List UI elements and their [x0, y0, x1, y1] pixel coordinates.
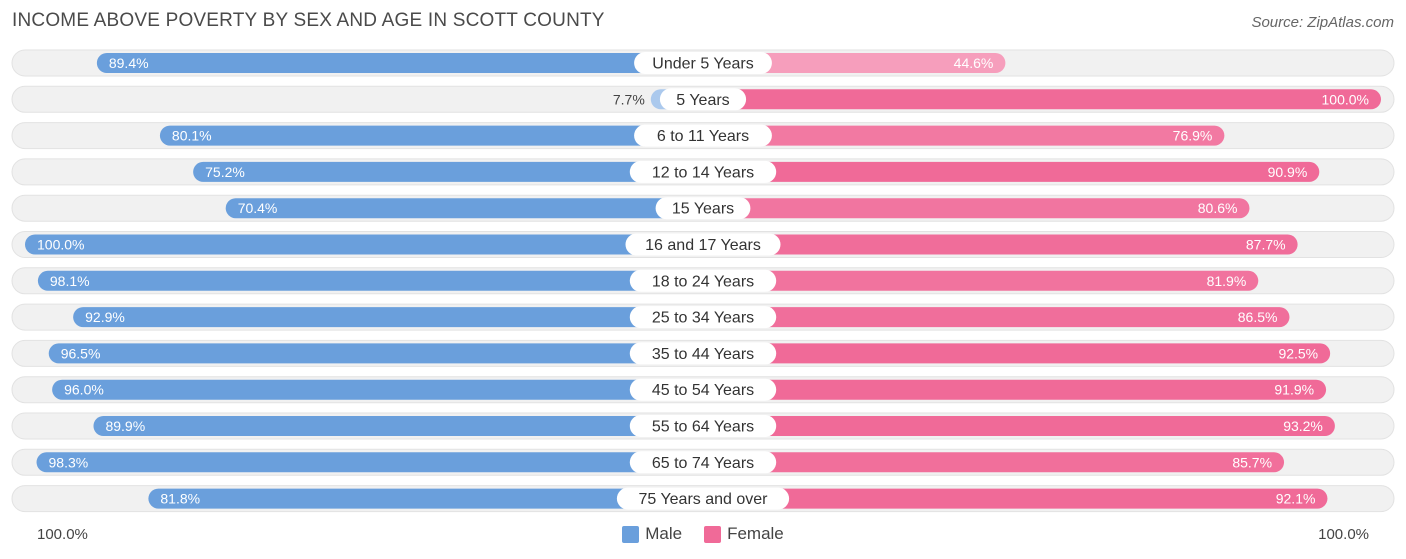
category-label: 12 to 14 Years — [652, 164, 754, 181]
category-label: 45 to 54 Years — [652, 382, 754, 399]
male-bar — [193, 161, 704, 182]
male-bar — [148, 488, 703, 509]
category-pill — [616, 487, 790, 510]
category-label: 18 to 24 Years — [652, 273, 754, 290]
male-bar — [225, 198, 704, 219]
female-bar — [703, 488, 1328, 509]
category-label: 16 and 17 Years — [645, 237, 761, 254]
category-pill — [634, 124, 772, 147]
chart-title: INCOME ABOVE POVERTY BY SEX AND AGE IN S… — [12, 10, 605, 31]
category-pill — [629, 342, 777, 365]
male-value-label: 98.1% — [50, 273, 90, 289]
female-value-label: 80.6% — [1198, 200, 1238, 216]
female-value-label: 76.9% — [1173, 128, 1213, 144]
category-label: 65 to 74 Years — [652, 455, 754, 472]
category-label: 75 Years and over — [639, 491, 769, 508]
female-bar — [703, 416, 1335, 436]
female-bar — [703, 161, 1320, 182]
male-value-label: 89.4% — [109, 55, 149, 71]
legend-swatch-female — [704, 525, 722, 543]
category-pill — [655, 197, 751, 220]
male-value-label: 92.9% — [85, 309, 125, 325]
female-bar — [703, 307, 1290, 328]
male-value-label: 70.4% — [238, 200, 278, 216]
axis-left-label: 100.0% — [37, 526, 88, 543]
female-bar — [703, 379, 1327, 400]
male-bar — [48, 343, 704, 364]
female-value-label: 91.9% — [1274, 382, 1314, 398]
female-value-label: 86.5% — [1238, 309, 1278, 325]
female-bar — [703, 125, 1225, 146]
male-value-label: 96.5% — [61, 345, 101, 361]
category-label: 35 to 44 Years — [652, 346, 754, 363]
female-value-label: 93.2% — [1283, 418, 1323, 434]
male-value-label: 81.8% — [160, 491, 200, 507]
female-bar — [703, 452, 1285, 473]
legend: Male Female — [0, 524, 1406, 544]
male-value-label: 75.2% — [205, 164, 245, 180]
male-bar — [36, 452, 703, 473]
female-value-label: 100.0% — [1322, 91, 1369, 107]
male-bar — [93, 416, 703, 436]
male-bar — [37, 270, 703, 291]
female-bar — [703, 270, 1259, 291]
category-pill — [629, 306, 777, 329]
male-value-label: 80.1% — [172, 128, 212, 144]
axis-right-label: 100.0% — [1318, 526, 1369, 543]
bar-chart: 89.4% 44.6% Under 5 Years 7.7% 100.0% 5 Years… — [11, 49, 1395, 513]
category-pill — [634, 52, 772, 74]
female-value-label: 44.6% — [954, 55, 994, 71]
legend-swatch-male — [622, 525, 640, 543]
male-value-label: 7.7% — [613, 91, 645, 107]
category-label: Under 5 Years — [652, 56, 753, 73]
category-pill — [629, 269, 777, 292]
male-bar — [25, 234, 703, 255]
category-pill — [629, 415, 777, 437]
male-value-label: 100.0% — [37, 237, 84, 253]
female-bar — [703, 89, 1381, 110]
female-value-label: 92.5% — [1278, 345, 1318, 361]
female-value-label: 85.7% — [1232, 454, 1272, 470]
category-label: 55 to 64 Years — [652, 419, 754, 436]
category-label: 25 to 34 Years — [652, 310, 754, 327]
female-bar — [703, 343, 1331, 364]
female-bar — [703, 234, 1298, 255]
male-bar — [159, 125, 703, 146]
male-bar — [52, 379, 704, 400]
female-value-label: 90.9% — [1268, 164, 1308, 180]
female-value-label: 92.1% — [1276, 491, 1316, 507]
female-bar — [703, 198, 1250, 219]
category-pill — [625, 233, 781, 256]
male-bar — [96, 53, 704, 73]
source-credit: Source: ZipAtlas.com — [1251, 14, 1394, 31]
male-value-label: 98.3% — [49, 454, 89, 470]
category-pill — [659, 88, 747, 111]
male-value-label: 96.0% — [64, 382, 104, 398]
female-value-label: 81.9% — [1207, 273, 1247, 289]
legend-item-male[interactable]: Male — [622, 524, 682, 544]
female-bar — [703, 53, 1006, 73]
category-pill — [629, 378, 777, 401]
legend-label-male: Male — [645, 524, 683, 543]
male-bar — [73, 307, 703, 328]
female-value-label: 87.7% — [1246, 237, 1286, 253]
category-label: 6 to 11 Years — [657, 128, 749, 145]
legend-item-female[interactable]: Female — [704, 524, 784, 544]
legend-label-female: Female — [727, 524, 784, 543]
male-value-label: 89.9% — [105, 418, 145, 434]
category-pill — [629, 451, 777, 474]
category-pill — [629, 160, 777, 183]
category-label: 15 Years — [672, 201, 734, 218]
category-label: 5 Years — [676, 92, 729, 109]
